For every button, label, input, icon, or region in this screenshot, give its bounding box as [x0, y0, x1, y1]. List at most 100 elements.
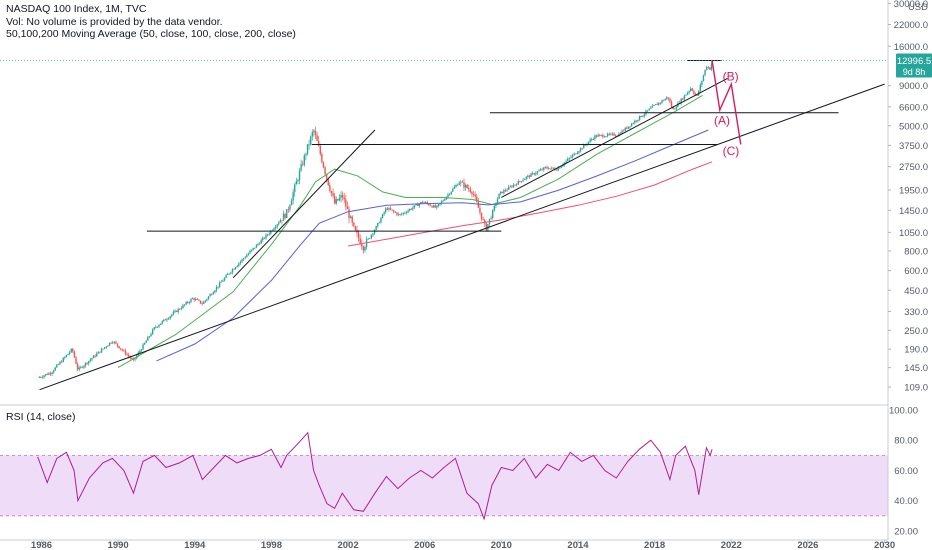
candle-body [613, 133, 615, 136]
candle-body [624, 127, 626, 131]
candle-body [412, 207, 414, 210]
rsi-axis-label: 100.00 [889, 406, 918, 417]
candle-body [547, 168, 550, 170]
moving-average-line-3 [348, 161, 713, 247]
price-axis-label: 600.0 [904, 266, 928, 277]
candle-body [493, 206, 496, 211]
currency-label: USD [908, 2, 928, 13]
bull-channel-trendline[interactable] [501, 77, 728, 198]
candle-body [215, 286, 218, 291]
candle-body [560, 166, 563, 168]
price-axis-label: 250.0 [904, 326, 928, 337]
candle-body [506, 189, 508, 191]
candle-body [212, 292, 215, 295]
candle-body [662, 100, 665, 102]
candle-body [672, 106, 674, 110]
candle-body [669, 98, 671, 102]
candle-body [637, 119, 639, 121]
candle-body [300, 164, 302, 171]
candle-body [610, 133, 612, 135]
candle-body [263, 237, 266, 239]
rsi-axis-label: 40.00 [894, 496, 918, 507]
price-axis-label: 1450.0 [899, 206, 928, 217]
candle-body [709, 67, 711, 70]
candle-body [383, 212, 385, 215]
candle-body [188, 302, 191, 303]
candle-body [279, 220, 282, 223]
main-support-trendline[interactable] [39, 83, 885, 391]
candle-body [290, 200, 293, 206]
candle-body [121, 349, 123, 351]
candle-body [464, 184, 467, 188]
candle-body [60, 361, 63, 363]
candle-body [329, 185, 331, 191]
candle-body [393, 210, 395, 212]
candle-body [84, 362, 87, 366]
candle-body [346, 206, 349, 210]
candle-body [102, 348, 104, 350]
candle-body [204, 300, 207, 302]
candle-body [472, 193, 475, 195]
candle-body [680, 98, 682, 104]
candle-body [437, 204, 440, 206]
candle-body [632, 123, 634, 124]
candle-body [581, 148, 583, 150]
time-axis-label: 1990 [108, 540, 129, 550]
candle-body [688, 90, 690, 93]
candle-body [91, 358, 93, 360]
candle-body [357, 232, 360, 239]
candle-body [281, 220, 283, 222]
candle-body [504, 190, 507, 191]
candle-body [705, 67, 708, 70]
candle-body [476, 196, 478, 202]
candle-body [242, 258, 245, 260]
candle-body [172, 312, 175, 315]
candle-body [100, 348, 103, 353]
dotcom-trendline[interactable] [232, 129, 376, 279]
candle-body [471, 192, 473, 194]
candle-body [298, 170, 301, 181]
candle-body [420, 201, 422, 204]
candle-body [364, 247, 366, 251]
candle-body [538, 170, 540, 172]
candle-body [110, 342, 112, 344]
elliott-wave-zigzag[interactable] [711, 60, 742, 145]
candle-body [375, 226, 377, 231]
candle-body [429, 205, 432, 207]
candle-body [48, 373, 50, 375]
candle-body [507, 186, 510, 190]
candle-body [292, 192, 294, 201]
candle-body [118, 346, 120, 349]
candle-body [362, 246, 365, 251]
candle-body [640, 115, 642, 117]
candle-body [247, 253, 250, 256]
candle-body [578, 151, 580, 153]
candle-body [195, 299, 197, 301]
candle-body [450, 191, 452, 195]
candle-body [629, 126, 631, 128]
candle-body [594, 135, 596, 140]
candle-body [321, 153, 323, 163]
candle-body [480, 212, 483, 220]
candle-body [75, 357, 77, 364]
candle-body [576, 152, 579, 155]
candle-body [131, 358, 133, 359]
last-price-badge [896, 53, 932, 78]
candle-body [643, 114, 646, 116]
candle-body [273, 228, 275, 231]
candle-body [407, 210, 409, 213]
candle-body [626, 127, 628, 129]
candle-body [112, 342, 114, 344]
candle-body [648, 108, 650, 111]
candle-body [59, 361, 61, 365]
candle-body [431, 205, 433, 208]
candle-body [206, 299, 208, 301]
candle-body [295, 181, 298, 185]
price-axis-label: 30000.0 [894, 0, 928, 10]
price-axis-label: 190.0 [904, 345, 928, 356]
candle-body [536, 171, 539, 174]
candle-body [455, 185, 457, 187]
candle-body [164, 319, 167, 321]
candle-body [126, 354, 128, 356]
